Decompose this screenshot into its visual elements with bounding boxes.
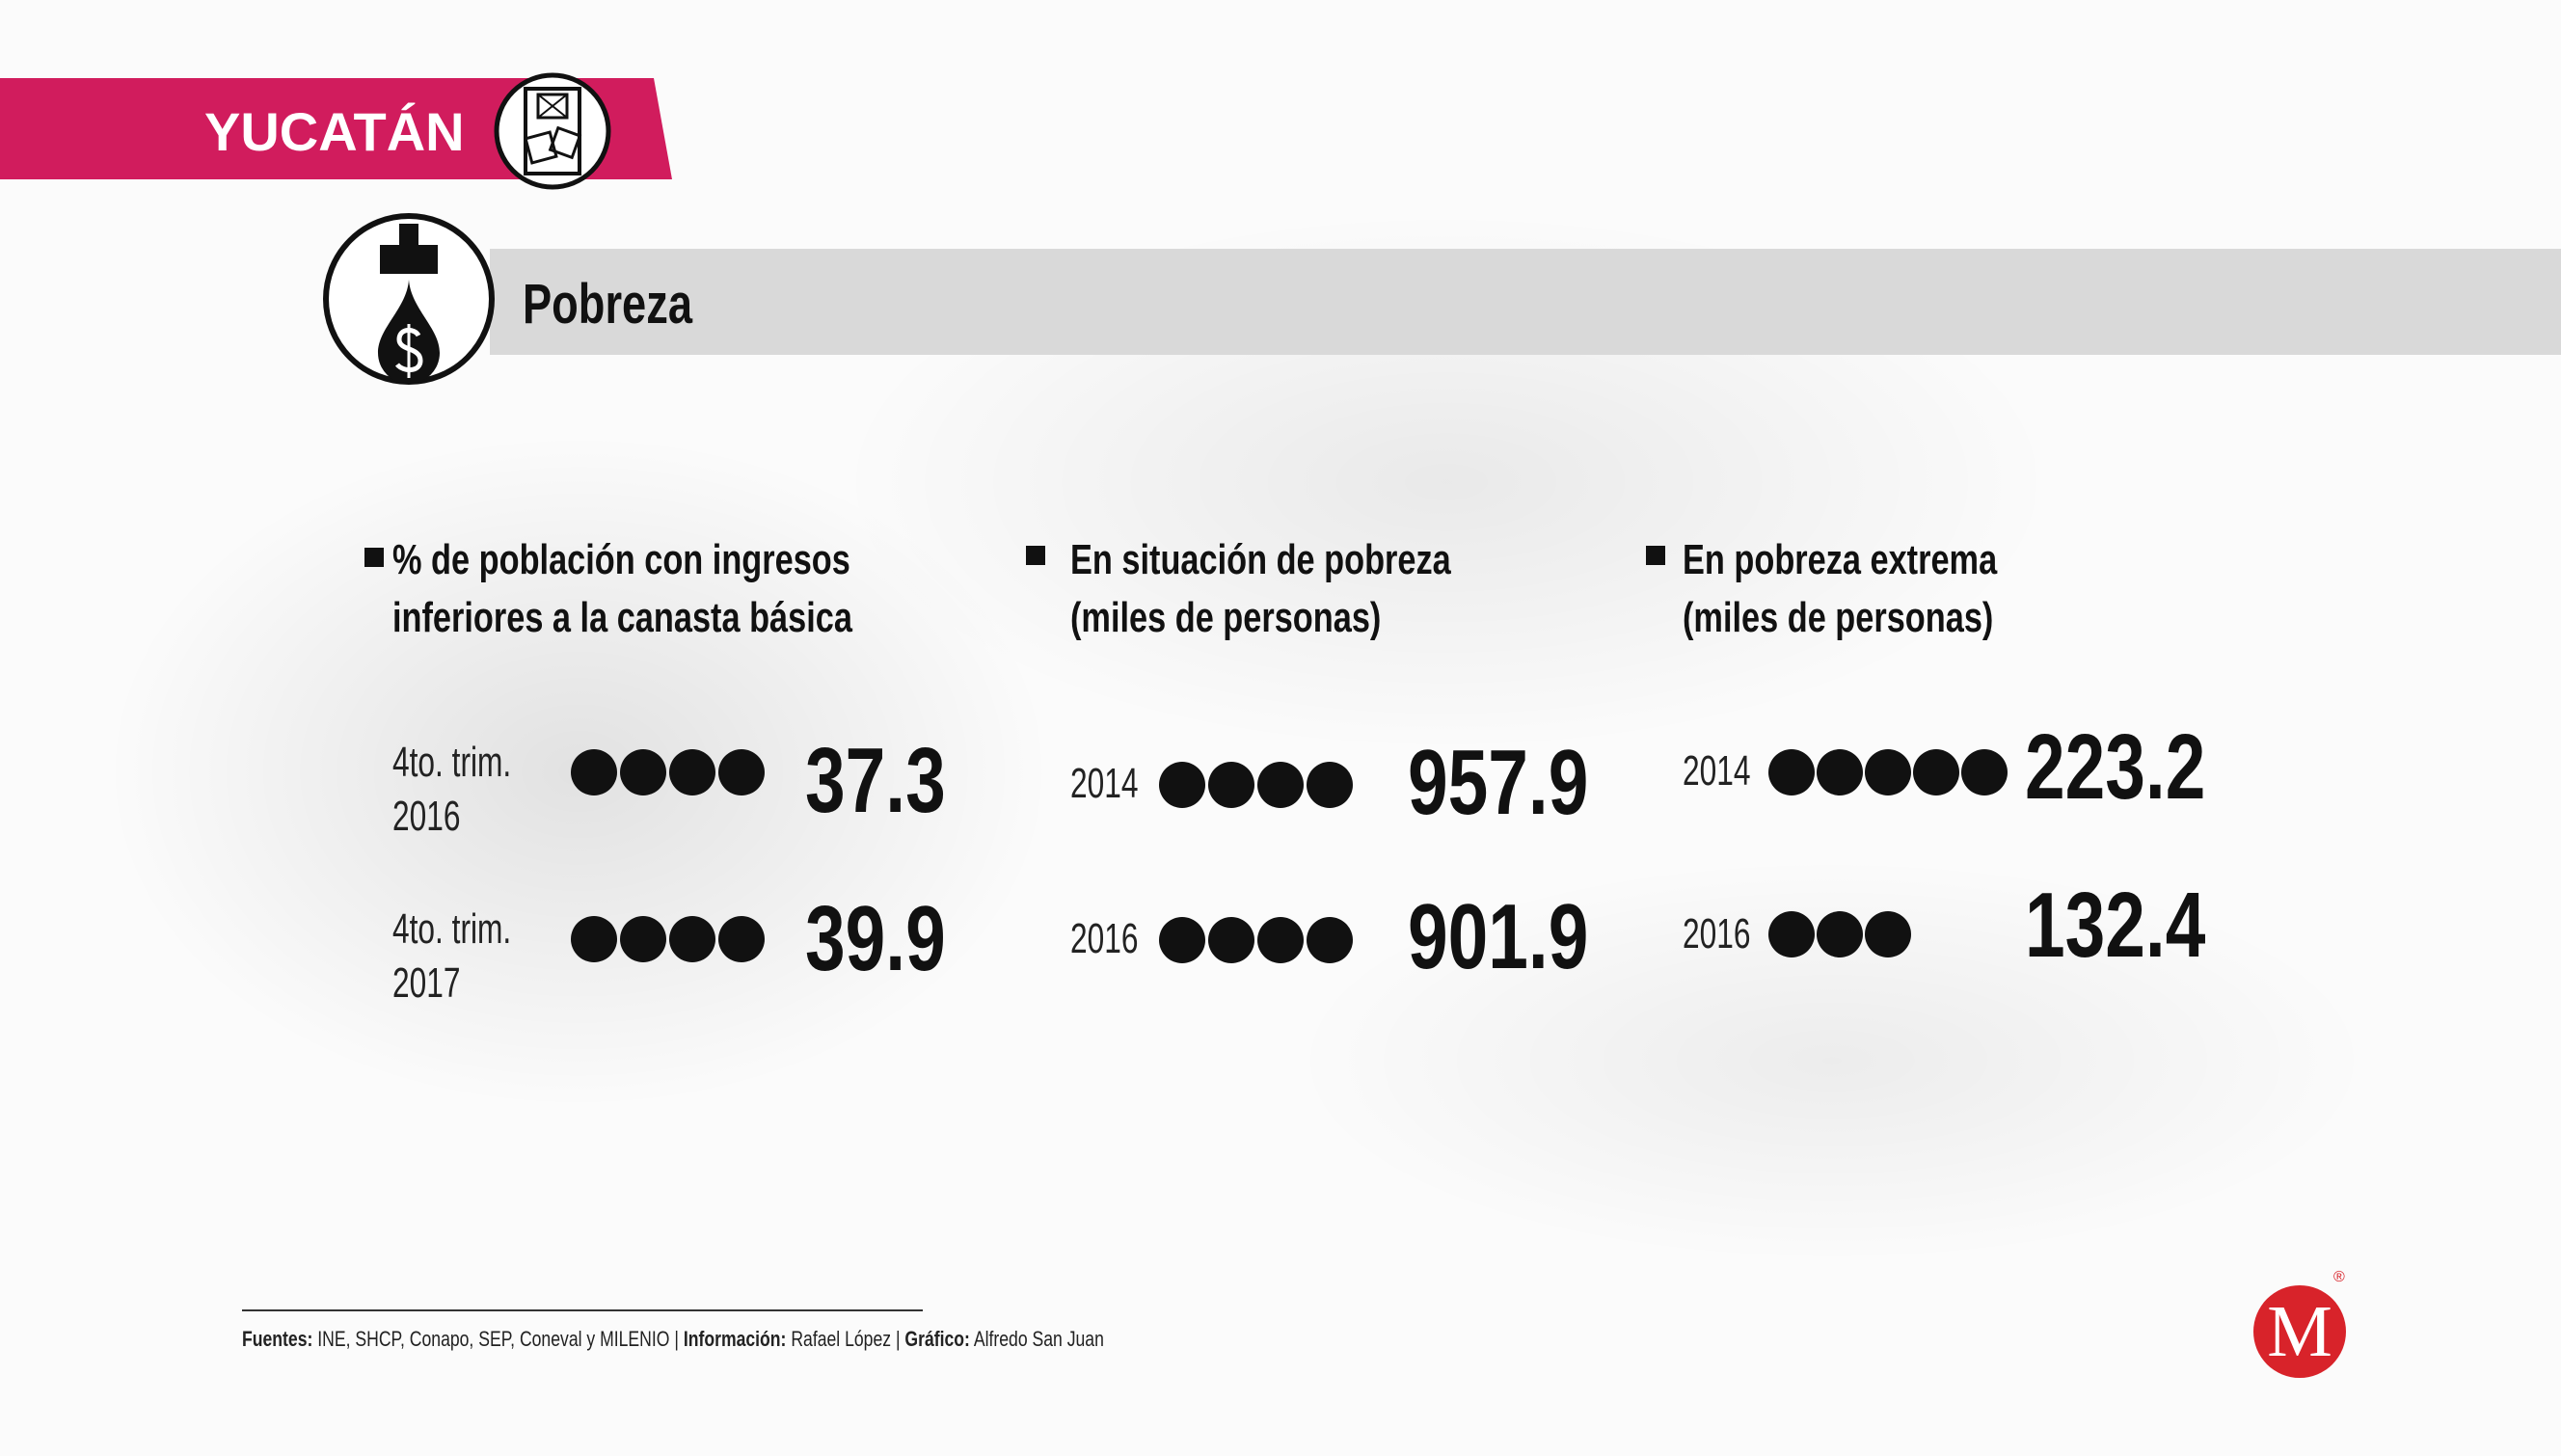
footer-separator: | [674, 1327, 679, 1351]
row-label: 4to. trim. [392, 905, 512, 953]
bullet [364, 548, 384, 567]
dots [1159, 762, 1353, 808]
dots [1159, 917, 1353, 963]
value: 37.3 [805, 729, 946, 832]
bullet [1646, 546, 1665, 565]
logo-mark: ® [2333, 1269, 2345, 1285]
footer-text: Alfredo San Juan [973, 1327, 1104, 1351]
region-banner [0, 72, 672, 190]
section-title: (miles de personas) [1070, 594, 1382, 641]
row-label: 2017 [392, 959, 461, 1007]
row-label: 2016 [1683, 910, 1751, 957]
topic-bar [490, 249, 2561, 355]
row-label: 2016 [1070, 915, 1139, 962]
footer-label: Gráfico: [904, 1327, 970, 1351]
row-label: 2014 [1070, 760, 1139, 807]
dots [1768, 911, 1911, 957]
section-title: En pobreza extrema [1683, 536, 1998, 583]
footer-text: Rafael López [791, 1327, 892, 1351]
row-label: 4to. trim. [392, 739, 512, 786]
value: 223.2 [2025, 715, 2206, 819]
footer-label: Fuentes: [242, 1327, 313, 1351]
footer-text: INE, SHCP, Conapo, SEP, Coneval y MILENI… [317, 1327, 670, 1351]
row-label: 2014 [1683, 747, 1751, 795]
value: 957.9 [1408, 731, 1589, 834]
logo [2253, 1285, 2346, 1378]
footer-label: Información: [683, 1327, 787, 1351]
section-title: % de población con ingresos [392, 536, 850, 583]
logo-letter: M [2267, 1291, 2332, 1372]
topic-title: Pobreza [523, 273, 692, 336]
dots [571, 749, 765, 795]
dots [571, 916, 765, 962]
value: 39.9 [805, 887, 946, 990]
footer-separator: | [895, 1327, 901, 1351]
value: 901.9 [1408, 885, 1589, 988]
row-label: 2016 [392, 793, 461, 840]
section-title: (miles de personas) [1683, 594, 1994, 641]
value: 132.4 [2025, 874, 2206, 977]
section-title: inferiores a la canasta básica [392, 594, 852, 641]
topic-icon [323, 213, 495, 385]
footer-rule [242, 1309, 923, 1311]
region-title: YUCATÁN [204, 101, 465, 162]
dots [1768, 749, 2008, 795]
bullet [1026, 546, 1045, 565]
section-title: En situación de pobreza [1070, 536, 1451, 583]
